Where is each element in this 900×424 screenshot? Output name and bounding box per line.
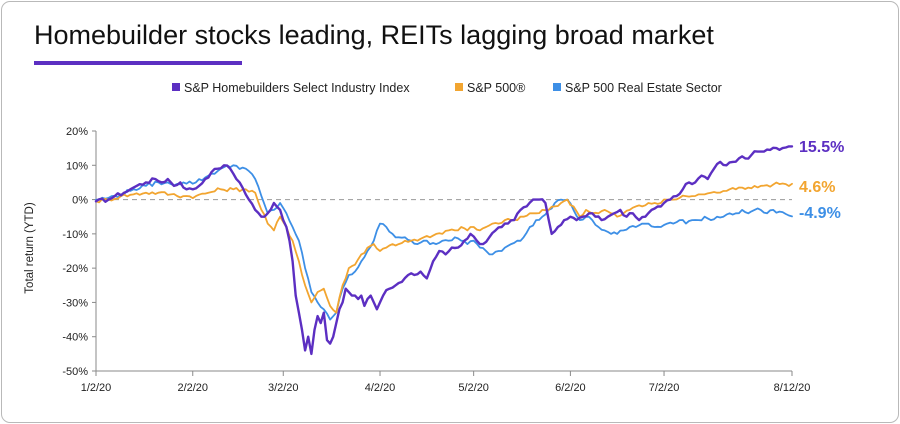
y-tick-label: -30% (62, 297, 88, 309)
y-tick-label: 10% (66, 160, 88, 172)
x-tick-label: 1/2/20 (81, 382, 112, 394)
legend-label-homebuilders: S&P Homebuilders Select Industry Index (184, 81, 410, 95)
y-axis-label: Total return (YTD) (24, 202, 36, 294)
end-label-homebuilders: 15.5% (799, 139, 844, 156)
x-tick-label: 5/2/20 (458, 382, 489, 394)
x-tick-label: 2/2/20 (177, 382, 208, 394)
y-tick-label: -10% (62, 229, 88, 241)
legend-label-sp500: S&P 500® (467, 81, 526, 95)
legend-label-real-estate: S&P 500 Real Estate Sector (565, 81, 722, 95)
x-tick-label: 7/2/20 (649, 382, 680, 394)
series-line-real-estate (95, 164, 793, 321)
axes: 20% 10% 0% -10% -20% -30% -40% -50% 1/2/20 2/2/20… (62, 126, 810, 394)
legend-swatch-real-estate (553, 83, 561, 91)
x-tick-label: 8/12/20 (774, 382, 811, 394)
y-tick-label: -50% (62, 366, 88, 378)
end-label-sp500: 4.6% (799, 179, 835, 196)
chart-title: Homebuilder stocks leading, REITs laggin… (34, 20, 714, 50)
x-tick-label: 4/2/20 (365, 382, 396, 394)
legend-swatch-sp500 (455, 83, 463, 91)
series-line-homebuilders (94, 145, 794, 356)
legend: S&P Homebuilders Select Industry Index S&… (172, 81, 722, 95)
end-labels: -4.9% 4.6% 15.5% (799, 139, 844, 222)
y-tick-label: -40% (62, 332, 88, 344)
title-underline (34, 61, 242, 65)
x-tick-label: 3/2/20 (268, 382, 299, 394)
y-tick-label: 20% (66, 126, 88, 138)
legend-swatch-homebuilders (172, 83, 180, 91)
series-lines (94, 145, 794, 356)
x-tick-label: 6/2/20 (555, 382, 586, 394)
y-tick-label: 0% (72, 195, 88, 207)
end-label-real-estate: -4.9% (799, 205, 841, 222)
y-tick-label: -20% (62, 263, 88, 275)
series-line-sp500 (95, 181, 793, 314)
